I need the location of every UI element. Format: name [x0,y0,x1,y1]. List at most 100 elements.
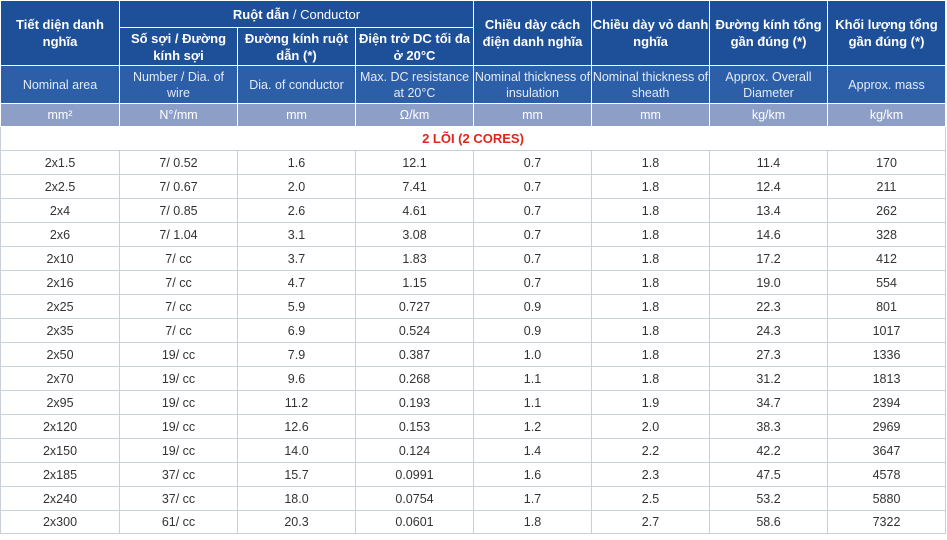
header-max-dc: Điện trở DC tối đa ở 20°C [355,27,474,66]
table-row: 2x2.5 7/ 0.67 2.0 7.41 0.7 1.8 12.4 211 [0,174,946,199]
table-row: 2x6 7/ 1.04 3.1 3.08 0.7 1.8 14.6 328 [0,222,946,247]
cell-nominal-area: 2x16 [0,270,120,295]
cell-max-dc: 0.727 [355,294,474,319]
table-row: 2x35 7/ cc 6.9 0.524 0.9 1.8 24.3 1017 [0,318,946,343]
en-number-wires: Number / Dia. of wire [119,65,238,104]
table-row: 2x4 7/ 0.85 2.6 4.61 0.7 1.8 13.4 262 [0,198,946,223]
cell-mass: 328 [827,222,946,247]
header-conductor-vi: Ruột dẫn [232,6,290,22]
cell-nominal-area: 2x4 [0,198,120,223]
cell-max-dc: 0.0754 [355,486,474,511]
cell-mass: 2969 [827,414,946,439]
cell-insulation: 1.1 [473,390,592,415]
cell-insulation: 0.7 [473,198,592,223]
cell-number-wires: 19/ cc [119,390,238,415]
unit-overall-diameter: kg/km [709,103,828,127]
table-row: 2x185 37/ cc 15.7 0.0991 1.6 2.3 47.5 4578 [0,462,946,487]
unit-sheath: mm [591,103,710,127]
cell-max-dc: 0.0601 [355,510,474,534]
header-row-en: Nominal area Number / Dia. of wire Dia. … [0,65,946,104]
cell-sheath: 1.8 [591,198,710,223]
cell-mass: 1017 [827,318,946,343]
cell-sheath: 1.8 [591,222,710,247]
table-row: 2x25 7/ cc 5.9 0.727 0.9 1.8 22.3 801 [0,294,946,319]
cell-sheath: 2.0 [591,414,710,439]
en-dia-conductor: Dia. of conductor [237,65,356,104]
header-row-vi-sub: Số sợi / Đường kính sợi Đường kính ruột … [1,27,946,66]
table-row: 2x50 19/ cc 7.9 0.387 1.0 1.8 27.3 1336 [0,342,946,367]
cell-max-dc: 0.193 [355,390,474,415]
header-insulation: Chiều dày cách điện danh nghĩa [473,0,592,66]
en-nominal-area: Nominal area [0,65,120,104]
cell-number-wires: 37/ cc [119,486,238,511]
cell-overall-diameter: 12.4 [709,174,828,199]
table-row: 2x120 19/ cc 12.6 0.153 1.2 2.0 38.3 2969 [0,414,946,439]
cell-nominal-area: 2x150 [0,438,120,463]
en-sheath: Nominal thickness of sheath [591,65,710,104]
cell-number-wires: 7/ 0.85 [119,198,238,223]
cell-max-dc: 1.15 [355,270,474,295]
header-conductor: Ruột dẫn / Conductor [119,0,474,28]
cell-insulation: 1.0 [473,342,592,367]
cell-mass: 801 [827,294,946,319]
cell-max-dc: 0.524 [355,318,474,343]
cell-sheath: 1.8 [591,270,710,295]
unit-nominal-area: mm² [0,103,120,127]
cell-overall-diameter: 31.2 [709,366,828,391]
header-nominal-area: Tiết diện danh nghĩa [0,0,120,66]
cell-max-dc: 3.08 [355,222,474,247]
table-row: 2x150 19/ cc 14.0 0.124 1.4 2.2 42.2 3647 [0,438,946,463]
cell-dia-conductor: 3.1 [237,222,356,247]
header-mass: Khối lượng tổng gần đúng (*) [827,0,946,66]
cell-number-wires: 19/ cc [119,438,238,463]
cell-sheath: 1.8 [591,366,710,391]
cell-number-wires: 7/ cc [119,294,238,319]
cell-sheath: 2.2 [591,438,710,463]
cell-number-wires: 19/ cc [119,414,238,439]
cell-max-dc: 1.83 [355,246,474,271]
cell-overall-diameter: 11.4 [709,150,828,175]
en-mass: Approx. mass [827,65,946,104]
cell-insulation: 0.9 [473,294,592,319]
cell-mass: 554 [827,270,946,295]
cell-overall-diameter: 17.2 [709,246,828,271]
cell-overall-diameter: 14.6 [709,222,828,247]
table-row: 2x1.5 7/ 0.52 1.6 12.1 0.7 1.8 11.4 170 [0,150,946,175]
cell-overall-diameter: 53.2 [709,486,828,511]
cell-dia-conductor: 7.9 [237,342,356,367]
cell-nominal-area: 2x240 [0,486,120,511]
cell-sheath: 1.8 [591,150,710,175]
unit-max-dc: Ω/km [355,103,474,127]
cell-overall-diameter: 24.3 [709,318,828,343]
cell-insulation: 0.7 [473,222,592,247]
cell-insulation: 1.7 [473,486,592,511]
en-overall-diameter: Approx. Overall Diameter [709,65,828,104]
cell-mass: 3647 [827,438,946,463]
cell-number-wires: 7/ 0.67 [119,174,238,199]
section-row: 2 LÕI (2 CORES) [0,126,946,151]
unit-dia-conductor: mm [237,103,356,127]
en-insulation: Nominal thickness of insulation [473,65,592,104]
cell-sheath: 1.8 [591,246,710,271]
cell-dia-conductor: 5.9 [237,294,356,319]
cell-number-wires: 7/ 1.04 [119,222,238,247]
cell-nominal-area: 2x120 [0,414,120,439]
cell-dia-conductor: 1.6 [237,150,356,175]
en-max-dc: Max. DC resistance at 20°C [355,65,474,104]
cell-mass: 4578 [827,462,946,487]
cell-nominal-area: 2x2.5 [0,174,120,199]
cell-mass: 2394 [827,390,946,415]
cell-dia-conductor: 2.6 [237,198,356,223]
cell-insulation: 1.4 [473,438,592,463]
cell-max-dc: 0.387 [355,342,474,367]
cell-number-wires: 7/ cc [119,270,238,295]
cell-nominal-area: 2x300 [0,510,120,534]
cell-nominal-area: 2x1.5 [0,150,120,175]
cell-overall-diameter: 38.3 [709,414,828,439]
header-number-wires: Số sợi / Đường kính sợi [119,27,238,66]
cell-sheath: 2.5 [591,486,710,511]
cell-dia-conductor: 14.0 [237,438,356,463]
cell-mass: 170 [827,150,946,175]
cell-number-wires: 19/ cc [119,366,238,391]
cell-insulation: 0.7 [473,270,592,295]
